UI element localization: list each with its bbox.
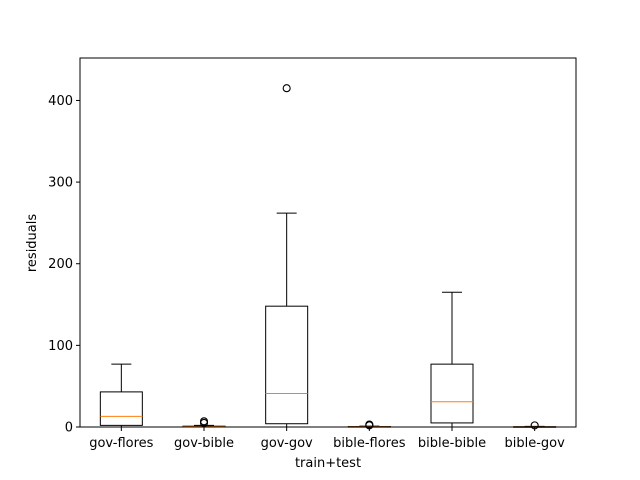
x-tick-label: bible-flores: [333, 436, 406, 451]
x-tick-label: bible-gov: [505, 436, 566, 451]
x-tick-label: gov-flores: [89, 436, 153, 451]
y-axis: 0 100 200 300 400: [48, 94, 80, 436]
y-tick-label: 200: [48, 257, 73, 272]
y-tick-label: 0: [65, 421, 73, 436]
x-axis-label: train+test: [295, 456, 361, 471]
plot-area: [79, 57, 577, 430]
outlier-point: [282, 84, 291, 93]
box-iqr: [265, 305, 309, 425]
box-iqr: [99, 391, 143, 426]
outlier-point: [199, 417, 209, 426]
x-tick-label: bible-bible: [418, 436, 486, 451]
y-tick-label: 400: [48, 94, 73, 109]
y-axis-label: residuals: [25, 214, 40, 273]
y-tick-label: 100: [48, 339, 73, 354]
x-axis: gov-flores gov-bible gov-gov bible-flores bi…: [89, 427, 565, 451]
x-tick-label: gov-gov: [261, 436, 313, 451]
x-tick-label: gov-bible: [174, 436, 234, 451]
box-iqr: [430, 363, 474, 424]
y-tick-label: 300: [48, 176, 73, 191]
axes-frame: [79, 57, 577, 428]
